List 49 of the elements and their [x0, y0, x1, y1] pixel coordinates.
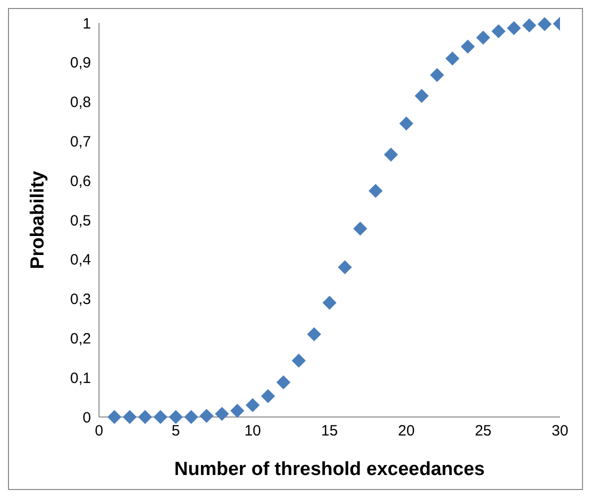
x-tick-label: 5 — [172, 422, 180, 440]
point — [246, 398, 260, 412]
point — [506, 21, 521, 36]
point — [276, 375, 290, 390]
point — [214, 406, 229, 421]
point — [384, 148, 398, 162]
point — [399, 116, 414, 130]
point — [430, 68, 444, 82]
point — [168, 410, 183, 424]
x-tick-label: 0 — [94, 422, 104, 440]
x-tick-label: 20 — [398, 422, 415, 440]
x-tick-label: 25 — [474, 422, 492, 440]
point — [460, 40, 475, 54]
point — [353, 222, 368, 236]
y-tick-label: 0,7 — [70, 134, 91, 151]
point — [138, 410, 152, 424]
point — [368, 184, 383, 198]
point — [261, 389, 276, 404]
y-tick-label: 0,5 — [70, 212, 91, 230]
point — [153, 410, 168, 424]
y-axis-title: Probability — [28, 170, 49, 270]
point — [307, 327, 322, 342]
y-tick-label: 0,6 — [70, 172, 91, 190]
point — [522, 18, 536, 32]
y-tick-label: 0,1 — [70, 370, 91, 387]
y-tick-label: 1 — [82, 15, 91, 32]
point — [122, 410, 137, 424]
y-tick-label: 0,9 — [70, 54, 91, 72]
point — [445, 51, 460, 66]
point — [538, 17, 552, 32]
y-tick-label: 0 — [82, 409, 91, 426]
y-tick-label: 0,8 — [70, 94, 91, 112]
point — [292, 354, 306, 368]
y-tick-label: 0,4 — [70, 252, 91, 269]
point — [476, 30, 490, 45]
x-tick-label: 15 — [321, 422, 338, 440]
point — [230, 404, 244, 418]
point — [414, 88, 429, 103]
y-tick-label: 0,2 — [70, 330, 91, 348]
point — [184, 410, 198, 424]
point — [200, 408, 214, 423]
point — [107, 410, 122, 424]
x-axis-title: Number of threshold exceedances — [174, 459, 485, 480]
y-tick-label: 0,3 — [70, 291, 91, 308]
x-tick-label: 30 — [552, 422, 568, 440]
point — [322, 296, 336, 310]
point — [338, 260, 352, 274]
point — [492, 24, 506, 38]
x-tick-label: 10 — [244, 422, 262, 440]
